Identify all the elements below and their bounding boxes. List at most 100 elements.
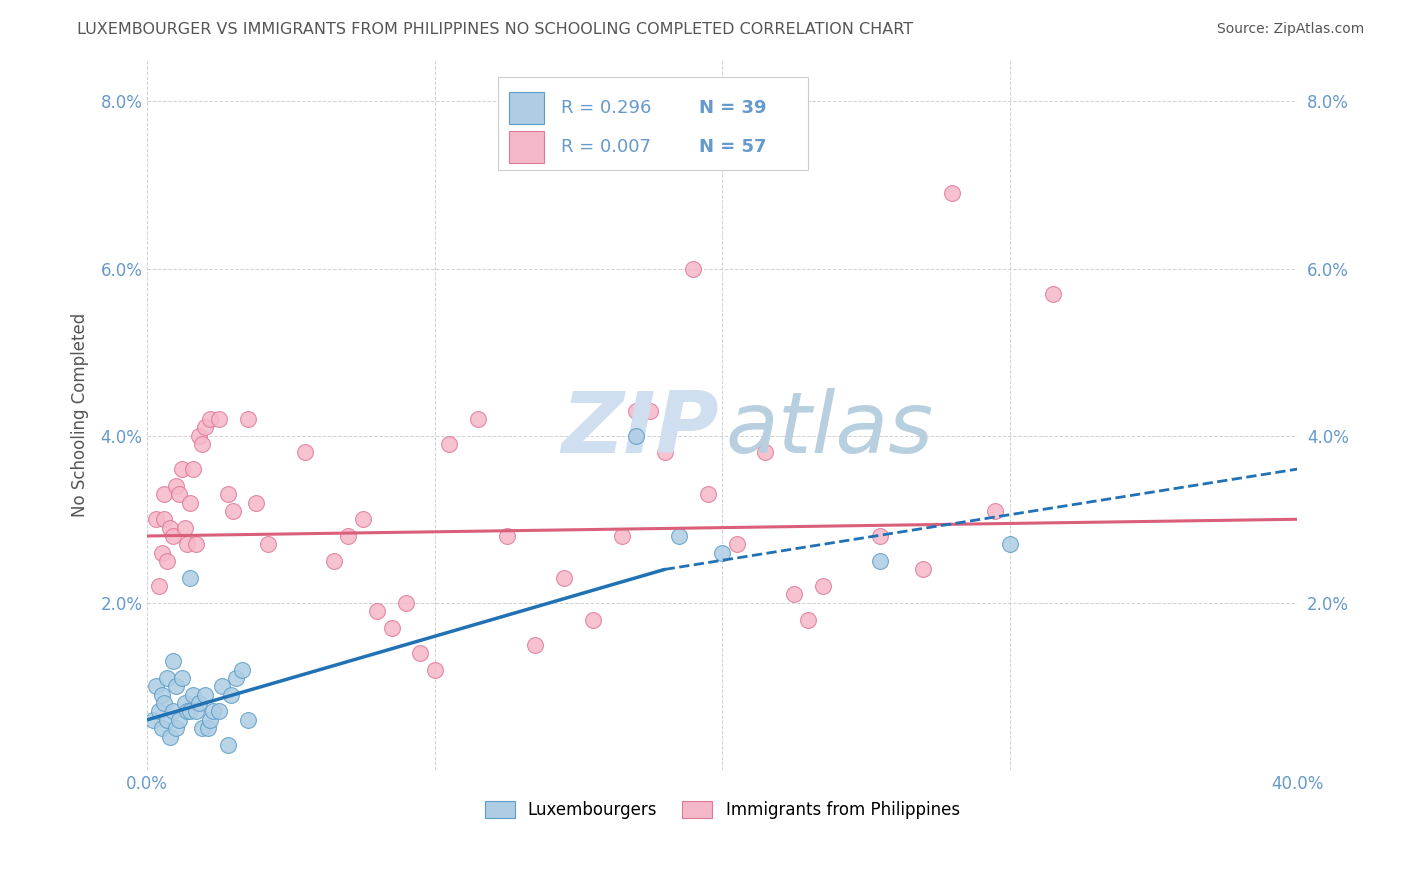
Point — [150, 546, 173, 560]
Point — [725, 537, 748, 551]
Point — [145, 512, 167, 526]
Point — [148, 705, 170, 719]
Point — [191, 437, 214, 451]
Point — [148, 579, 170, 593]
Point — [998, 537, 1021, 551]
Point — [352, 512, 374, 526]
Point — [553, 571, 575, 585]
Point — [176, 705, 198, 719]
Point — [366, 604, 388, 618]
Point — [159, 521, 181, 535]
Point — [188, 696, 211, 710]
Text: LUXEMBOURGER VS IMMIGRANTS FROM PHILIPPINES NO SCHOOLING COMPLETED CORRELATION C: LUXEMBOURGER VS IMMIGRANTS FROM PHILIPPI… — [77, 22, 914, 37]
Text: N = 39: N = 39 — [699, 98, 766, 117]
Point — [222, 504, 245, 518]
Point — [142, 713, 165, 727]
Point — [1042, 286, 1064, 301]
FancyBboxPatch shape — [498, 78, 808, 169]
Point — [194, 420, 217, 434]
Point — [640, 403, 662, 417]
Point — [337, 529, 360, 543]
Point — [783, 587, 806, 601]
Point — [159, 730, 181, 744]
Point — [153, 512, 176, 526]
Point — [208, 412, 231, 426]
Point — [217, 487, 239, 501]
Text: R = 0.296: R = 0.296 — [561, 98, 651, 117]
Point — [624, 428, 647, 442]
Point — [797, 613, 820, 627]
Point — [191, 721, 214, 735]
Text: R = 0.007: R = 0.007 — [561, 137, 651, 155]
Point — [380, 621, 402, 635]
Point — [682, 261, 704, 276]
Point — [225, 671, 247, 685]
Point — [194, 688, 217, 702]
Point — [219, 688, 242, 702]
Point — [179, 495, 201, 509]
Point — [173, 696, 195, 710]
Point — [165, 479, 187, 493]
Text: N = 57: N = 57 — [699, 137, 766, 155]
Point — [167, 487, 190, 501]
Point — [150, 688, 173, 702]
Point — [236, 412, 259, 426]
Point — [231, 663, 253, 677]
Point — [188, 428, 211, 442]
Point — [197, 721, 219, 735]
Point — [165, 721, 187, 735]
Point — [912, 562, 935, 576]
Point — [323, 554, 346, 568]
Point — [754, 445, 776, 459]
Point — [156, 671, 179, 685]
Point — [181, 462, 204, 476]
Text: atlas: atlas — [725, 387, 934, 470]
Bar — [509, 92, 544, 123]
Point — [257, 537, 280, 551]
Point — [217, 738, 239, 752]
Point — [184, 705, 207, 719]
Point — [145, 680, 167, 694]
Point — [200, 713, 222, 727]
Point — [869, 529, 891, 543]
Point — [984, 504, 1007, 518]
Point — [167, 713, 190, 727]
Point — [395, 596, 418, 610]
Point — [184, 537, 207, 551]
Legend: Luxembourgers, Immigrants from Philippines: Luxembourgers, Immigrants from Philippin… — [478, 794, 966, 826]
Point — [179, 705, 201, 719]
Point — [153, 487, 176, 501]
Point — [423, 663, 446, 677]
Point — [869, 554, 891, 568]
Point — [156, 554, 179, 568]
Point — [582, 613, 605, 627]
Point — [173, 521, 195, 535]
Text: Source: ZipAtlas.com: Source: ZipAtlas.com — [1216, 22, 1364, 37]
Point — [208, 705, 231, 719]
Point — [150, 721, 173, 735]
Point — [437, 437, 460, 451]
Bar — [509, 130, 544, 162]
Point — [202, 705, 225, 719]
Point — [610, 529, 633, 543]
Point — [236, 713, 259, 727]
Point — [179, 571, 201, 585]
Point — [711, 546, 734, 560]
Point — [467, 412, 489, 426]
Point — [200, 412, 222, 426]
Point — [696, 487, 718, 501]
Point — [156, 713, 179, 727]
Point — [654, 445, 676, 459]
Point — [941, 186, 963, 201]
Y-axis label: No Schooling Completed: No Schooling Completed — [72, 313, 89, 517]
Point — [624, 403, 647, 417]
Point — [245, 495, 267, 509]
Point — [668, 529, 690, 543]
Text: ZIP: ZIP — [561, 387, 718, 470]
Point — [162, 529, 184, 543]
Point — [162, 705, 184, 719]
Point — [153, 696, 176, 710]
Point — [211, 680, 233, 694]
Point — [181, 688, 204, 702]
Point — [294, 445, 316, 459]
